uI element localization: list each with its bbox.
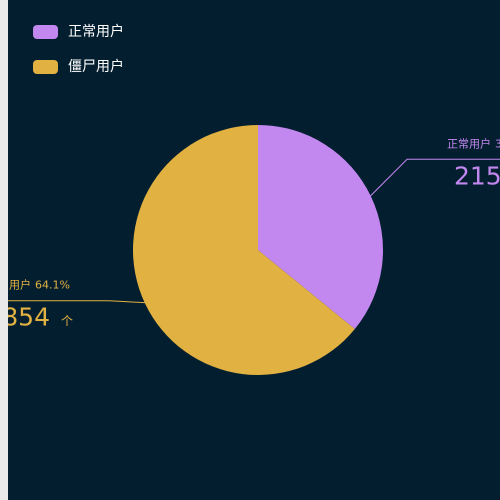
- label-line: [368, 158, 500, 198]
- legend-label: 正常用户: [68, 23, 124, 40]
- legend-swatch: [33, 60, 58, 74]
- slice-name: 僵尸用户: [0, 278, 31, 292]
- label-line: [8, 300, 147, 304]
- slice-percent: 64.1%: [35, 279, 70, 292]
- value-unit: 个: [61, 314, 73, 328]
- value-number: 2158: [454, 161, 500, 190]
- pie-slice: [258, 125, 384, 330]
- slice-percent: 35.9%: [495, 137, 500, 150]
- slice-label: 僵尸用户 64.1%: [0, 278, 70, 292]
- plot: 正常用户僵尸用户正常用户35.9%2158个僵尸用户64.1%3854个: [0, 23, 500, 375]
- legend-swatch: [33, 25, 58, 39]
- slice-label: 正常用户 35.9%: [447, 136, 500, 150]
- pie-slice: [133, 125, 355, 375]
- slice-value: 3854: [0, 303, 50, 332]
- slice-name: 正常用户: [447, 136, 491, 150]
- value-number: 3854: [0, 303, 50, 332]
- legend-label: 僵尸用户: [68, 58, 124, 75]
- slice-value: 2158: [454, 161, 500, 190]
